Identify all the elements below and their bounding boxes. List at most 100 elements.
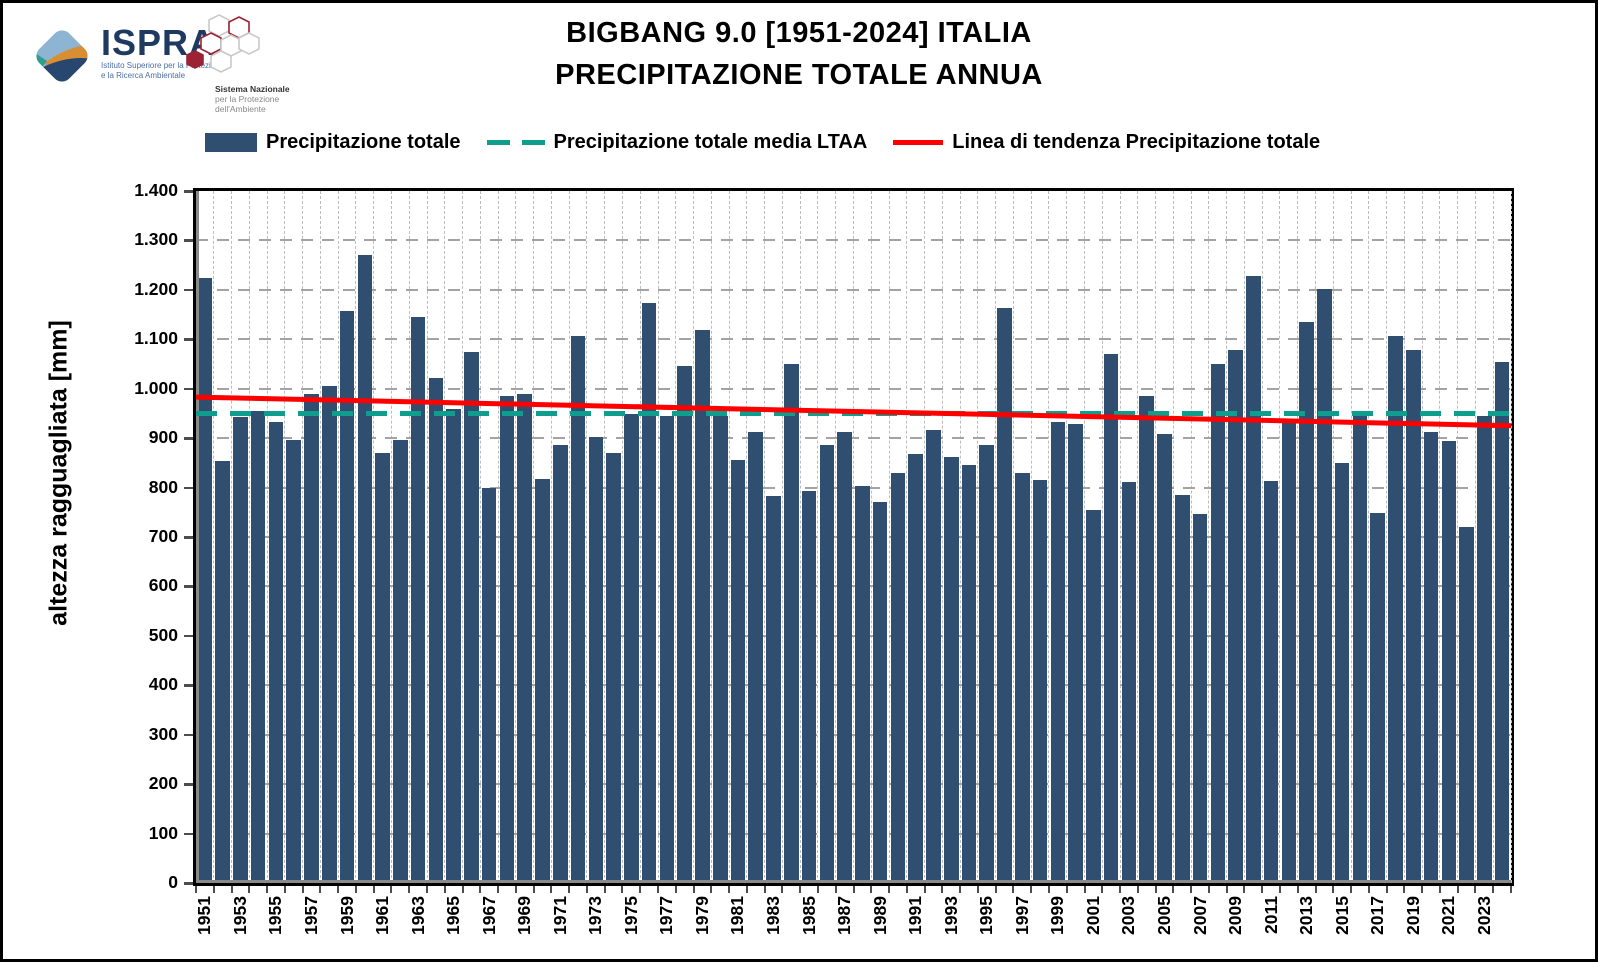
- ispra-logo-subtitle-1: Istituto Superiore per la Protezione: [101, 61, 225, 70]
- y-tick-label: 900: [148, 427, 178, 448]
- x-tick-label-1999: 1999: [1047, 896, 1069, 952]
- x-tick: [1261, 886, 1264, 893]
- x-tick: [994, 886, 997, 893]
- horizontal-gridline: [196, 387, 1511, 390]
- x-tick: [799, 886, 802, 893]
- precipitation-bar-1996: [997, 308, 1012, 883]
- x-tick-label-1987: 1987: [834, 896, 856, 952]
- x-tick-label-text: 2023: [1473, 896, 1494, 935]
- x-tick: [1278, 886, 1281, 893]
- precipitation-bar-1956: [286, 440, 301, 883]
- precipitation-bar-1951: [197, 277, 213, 883]
- precipitation-bar-2021: [1441, 440, 1457, 883]
- x-tick-label-1991: 1991: [905, 896, 927, 952]
- y-tick: [184, 437, 193, 440]
- x-tick: [532, 886, 535, 893]
- x-tick: [781, 886, 784, 893]
- x-tick: [888, 886, 891, 893]
- y-tick-label: 100: [148, 822, 178, 843]
- precipitation-bar-2019: [1405, 350, 1421, 883]
- x-tick: [514, 886, 517, 893]
- x-tick-label-text: 1957: [301, 896, 321, 935]
- x-tick: [816, 886, 819, 893]
- precipitation-bar-1997: [1015, 472, 1030, 883]
- precipitation-bar-2017: [1370, 513, 1385, 883]
- x-tick-label-1969: 1969: [514, 896, 536, 952]
- x-tick-label-1979: 1979: [691, 896, 713, 952]
- ispra-logo-icon: [32, 26, 92, 86]
- x-tick: [461, 886, 464, 893]
- x-tick: [1030, 886, 1033, 893]
- x-tick: [443, 886, 446, 893]
- x-tick-label-text: 1993: [940, 896, 961, 935]
- x-tick: [657, 886, 660, 893]
- x-tick-label-text: 1973: [585, 896, 606, 935]
- precipitation-bar-1987: [837, 431, 852, 883]
- precipitation-bar-1952: [215, 460, 230, 883]
- precipitation-bar-1962: [393, 439, 408, 883]
- x-tick: [585, 886, 588, 893]
- x-tick-label-text: 2003: [1118, 896, 1139, 935]
- precipitation-bar-2010: [1246, 275, 1261, 883]
- x-tick-label-text: 1953: [229, 896, 250, 935]
- precipitation-bar-1953: [233, 417, 248, 883]
- x-tick: [639, 886, 642, 893]
- precipitation-bar-2020: [1423, 432, 1439, 883]
- y-tick-label: 600: [148, 575, 178, 596]
- x-tick-label-2011: 2011: [1260, 896, 1282, 952]
- x-tick-label-text: 1965: [443, 896, 464, 935]
- vertical-gridline: [1510, 191, 1512, 883]
- precipitation-bar-1988: [855, 486, 870, 883]
- x-tick: [1190, 886, 1193, 893]
- x-tick: [390, 886, 393, 893]
- x-tick-label-2007: 2007: [1189, 896, 1211, 952]
- y-tick-label: 1.000: [134, 377, 178, 398]
- x-tick: [1385, 886, 1388, 893]
- snpa-logo-line1: Sistema Nazionale: [215, 84, 290, 94]
- x-tick: [1367, 886, 1370, 893]
- x-tick-label-text: 1955: [265, 896, 286, 935]
- x-tick: [852, 886, 855, 893]
- x-tick: [834, 886, 837, 893]
- y-tick: [184, 684, 193, 687]
- legend-item-ltaa-mean: Precipitazione totale media LTAA: [486, 131, 867, 154]
- horizontal-gridline: [196, 832, 1511, 835]
- x-tick: [1154, 886, 1157, 893]
- x-tick: [1172, 886, 1175, 893]
- x-tick: [1083, 886, 1086, 893]
- horizontal-gridline: [196, 486, 1511, 489]
- precipitation-bar-1999: [1050, 421, 1066, 883]
- precipitation-bar-1977: [659, 416, 675, 883]
- x-tick: [941, 886, 944, 893]
- y-tick: [184, 585, 193, 588]
- precipitation-bar-1965: [446, 409, 461, 883]
- x-tick: [497, 886, 500, 893]
- x-tick: [1314, 886, 1317, 893]
- precipitation-bar-2024: [1494, 361, 1510, 883]
- y-tick-label: 200: [148, 773, 178, 794]
- x-tick: [1350, 886, 1353, 893]
- x-tick-label-text: 1987: [834, 896, 855, 935]
- precipitation-bar-1983: [766, 495, 781, 883]
- precipitation-bar-1991: [908, 454, 923, 883]
- x-tick: [1474, 886, 1477, 893]
- precipitation-bar-2001: [1086, 509, 1101, 883]
- y-tick-label: 300: [148, 723, 178, 744]
- x-tick-label-text: 1963: [407, 896, 428, 935]
- precipitation-bar-1980: [712, 416, 728, 883]
- legend-item-trend: Linea di tendenza Precipitazione totale: [893, 131, 1320, 154]
- horizontal-gridline: [196, 684, 1511, 687]
- precipitation-bar-1964: [428, 377, 444, 883]
- precipitation-bar-1968: [499, 396, 515, 883]
- y-tick-label: 1.400: [134, 180, 178, 200]
- ispra-logo-subtitle-2: e la Ricerca Ambientale: [101, 71, 186, 80]
- x-tick: [1136, 886, 1139, 893]
- precipitation-bar-2018: [1388, 335, 1403, 883]
- legend: Precipitazione totale Precipitazione tot…: [205, 131, 1320, 154]
- precipitation-bar-2005: [1157, 433, 1172, 883]
- y-tick: [184, 239, 193, 242]
- x-tick-label-1995: 1995: [976, 896, 998, 952]
- precipitation-bar-1967: [481, 488, 497, 883]
- precipitation-bar-1966: [464, 352, 479, 883]
